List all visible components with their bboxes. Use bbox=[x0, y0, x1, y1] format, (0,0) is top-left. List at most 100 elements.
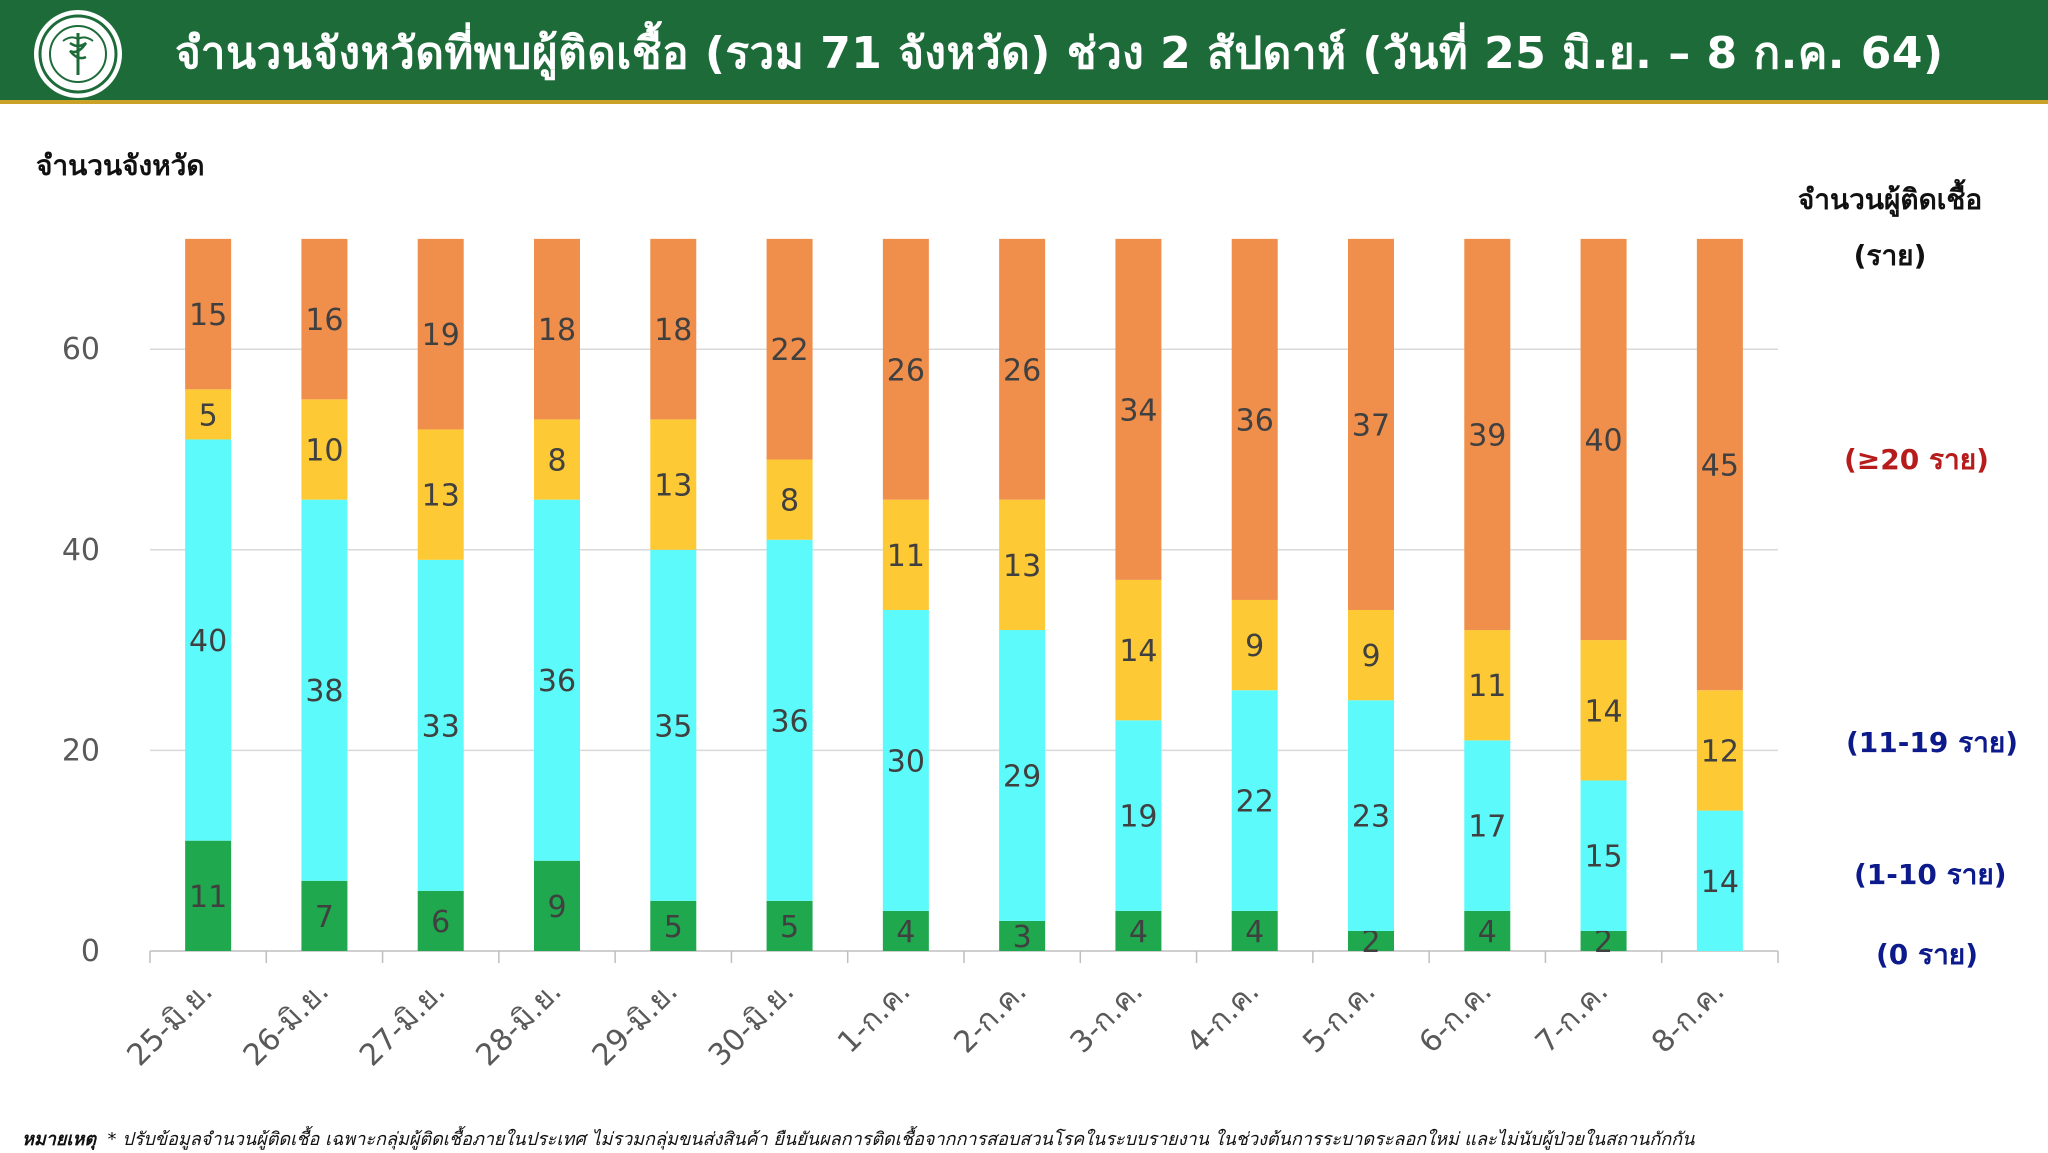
data-label: 18 bbox=[538, 313, 576, 348]
bar-segment bbox=[1580, 640, 1627, 781]
bar-segment bbox=[650, 900, 697, 951]
data-label: 40 bbox=[189, 624, 227, 659]
bar-segment bbox=[534, 860, 580, 951]
bar-segment bbox=[1231, 238, 1278, 600]
data-label: 17 bbox=[1468, 810, 1506, 845]
bar-segment bbox=[999, 920, 1046, 951]
bar-segment bbox=[650, 549, 697, 901]
page-title: จำนวนจังหวัดที่พบผู้ติดเชื้อ (รวม 71 จัง… bbox=[175, 28, 1944, 79]
x-tick-label: 5-ก.ค. bbox=[1296, 974, 1382, 1060]
bar-segment bbox=[1115, 579, 1162, 721]
data-label: 5 bbox=[664, 910, 683, 945]
legend-item-1-10: (1-10 ราย) bbox=[1854, 858, 2007, 891]
data-label: 30 bbox=[887, 744, 925, 779]
data-label: 8 bbox=[780, 484, 799, 519]
legend-title: จำนวนผู้ติดเชื้อ (ราย) bbox=[1770, 172, 2010, 284]
bar-segment bbox=[417, 238, 464, 430]
data-label: 29 bbox=[1003, 759, 1041, 794]
x-tick-label: 29-มิ.ย. bbox=[586, 974, 685, 1073]
data-label: 4 bbox=[1478, 915, 1497, 950]
bar-segment bbox=[185, 840, 232, 951]
data-label: 26 bbox=[1003, 353, 1041, 388]
bar-segment bbox=[766, 238, 813, 460]
y-tick-label: 60 bbox=[62, 332, 100, 367]
bar-segment bbox=[1115, 910, 1162, 951]
bar-segment bbox=[185, 238, 232, 390]
data-label: 14 bbox=[1584, 694, 1622, 729]
data-label: 6 bbox=[431, 905, 450, 940]
data-label: 38 bbox=[305, 674, 343, 709]
data-label: 13 bbox=[654, 469, 692, 504]
bar-segment bbox=[1464, 238, 1511, 631]
data-label: 10 bbox=[305, 434, 343, 469]
bar-segment bbox=[301, 880, 348, 951]
x-tick-label: 30-มิ.ย. bbox=[702, 974, 801, 1073]
bar-segment bbox=[766, 900, 813, 951]
data-label: 33 bbox=[422, 709, 460, 744]
data-label: 12 bbox=[1701, 734, 1739, 769]
bar-segment bbox=[1580, 780, 1627, 931]
legend-title-line2: (ราย) bbox=[1853, 239, 1927, 272]
data-label: 39 bbox=[1468, 418, 1506, 453]
bar-segment bbox=[417, 429, 464, 560]
x-tick-label: 27-มิ.ย. bbox=[353, 974, 452, 1073]
data-label: 14 bbox=[1701, 865, 1739, 900]
bar-segment bbox=[882, 499, 929, 610]
data-label: 40 bbox=[1584, 423, 1622, 458]
bar-segment bbox=[417, 890, 464, 951]
legend-item-20-plus: (≥20 ราย) bbox=[1844, 443, 1989, 476]
bar-segment bbox=[999, 630, 1046, 921]
bar-segment bbox=[650, 419, 697, 550]
data-label: 11 bbox=[1468, 669, 1506, 704]
data-label: 26 bbox=[887, 353, 925, 388]
bar-segment bbox=[882, 609, 929, 911]
bar-segment bbox=[1696, 690, 1743, 811]
data-label: 22 bbox=[1236, 785, 1274, 820]
data-label: 5 bbox=[199, 398, 218, 433]
x-tick-label: 1-ก.ค. bbox=[831, 974, 917, 1060]
bar-segment bbox=[999, 499, 1046, 631]
data-label: 13 bbox=[1003, 549, 1041, 584]
x-tick-label: 28-มิ.ย. bbox=[469, 974, 568, 1073]
bar-segment bbox=[1348, 609, 1394, 701]
data-label: 4 bbox=[896, 915, 915, 950]
bar-segment bbox=[534, 238, 580, 420]
x-tick-label: 7-ก.ค. bbox=[1529, 974, 1615, 1060]
bar-segment bbox=[1231, 690, 1278, 911]
bar-segment bbox=[534, 499, 580, 861]
bar-segment bbox=[1696, 810, 1743, 951]
data-label: 9 bbox=[547, 890, 566, 925]
data-label: 19 bbox=[1119, 800, 1157, 835]
bar-segment bbox=[1115, 238, 1162, 580]
bar-segment bbox=[301, 238, 348, 400]
bar-segment bbox=[1464, 740, 1511, 911]
legend-title-line1: จำนวนผู้ติดเชื้อ bbox=[1797, 183, 1983, 216]
bar-segment bbox=[1348, 700, 1394, 931]
y-tick-label: 20 bbox=[62, 733, 100, 768]
bar-segment bbox=[1348, 238, 1394, 610]
bar-segment bbox=[1580, 930, 1627, 951]
y-axis-title: จำนวนจังหวัด bbox=[36, 149, 205, 182]
legend-item-0: (0 ราย) bbox=[1876, 938, 1978, 971]
header-bar: จำนวนจังหวัดที่พบผู้ติดเชื้อ (รวม 71 จัง… bbox=[0, 0, 2048, 104]
stacked-bar-chart: 0204060114051525-มิ.ย.738101626-มิ.ย.633… bbox=[62, 238, 1779, 1073]
bar-segment bbox=[301, 399, 348, 500]
data-label: 15 bbox=[189, 298, 227, 333]
bar-segment bbox=[1696, 238, 1743, 691]
data-label: 36 bbox=[770, 704, 808, 739]
footnote-label: หมายเหตุ bbox=[22, 1129, 97, 1150]
y-tick-label: 0 bbox=[81, 934, 100, 969]
data-label: 5 bbox=[780, 910, 799, 945]
data-label: 2 bbox=[1361, 925, 1380, 960]
bar-segment bbox=[766, 539, 813, 901]
bar-segment bbox=[1464, 910, 1511, 951]
data-label: 4 bbox=[1129, 915, 1148, 950]
bar-segment bbox=[1464, 630, 1511, 741]
bar-segment bbox=[1115, 720, 1162, 911]
data-label: 18 bbox=[654, 313, 692, 348]
data-label: 22 bbox=[770, 333, 808, 368]
data-label: 8 bbox=[547, 444, 566, 479]
bar-segment bbox=[301, 499, 348, 881]
data-label: 36 bbox=[538, 664, 576, 699]
bar-segment bbox=[185, 389, 232, 440]
